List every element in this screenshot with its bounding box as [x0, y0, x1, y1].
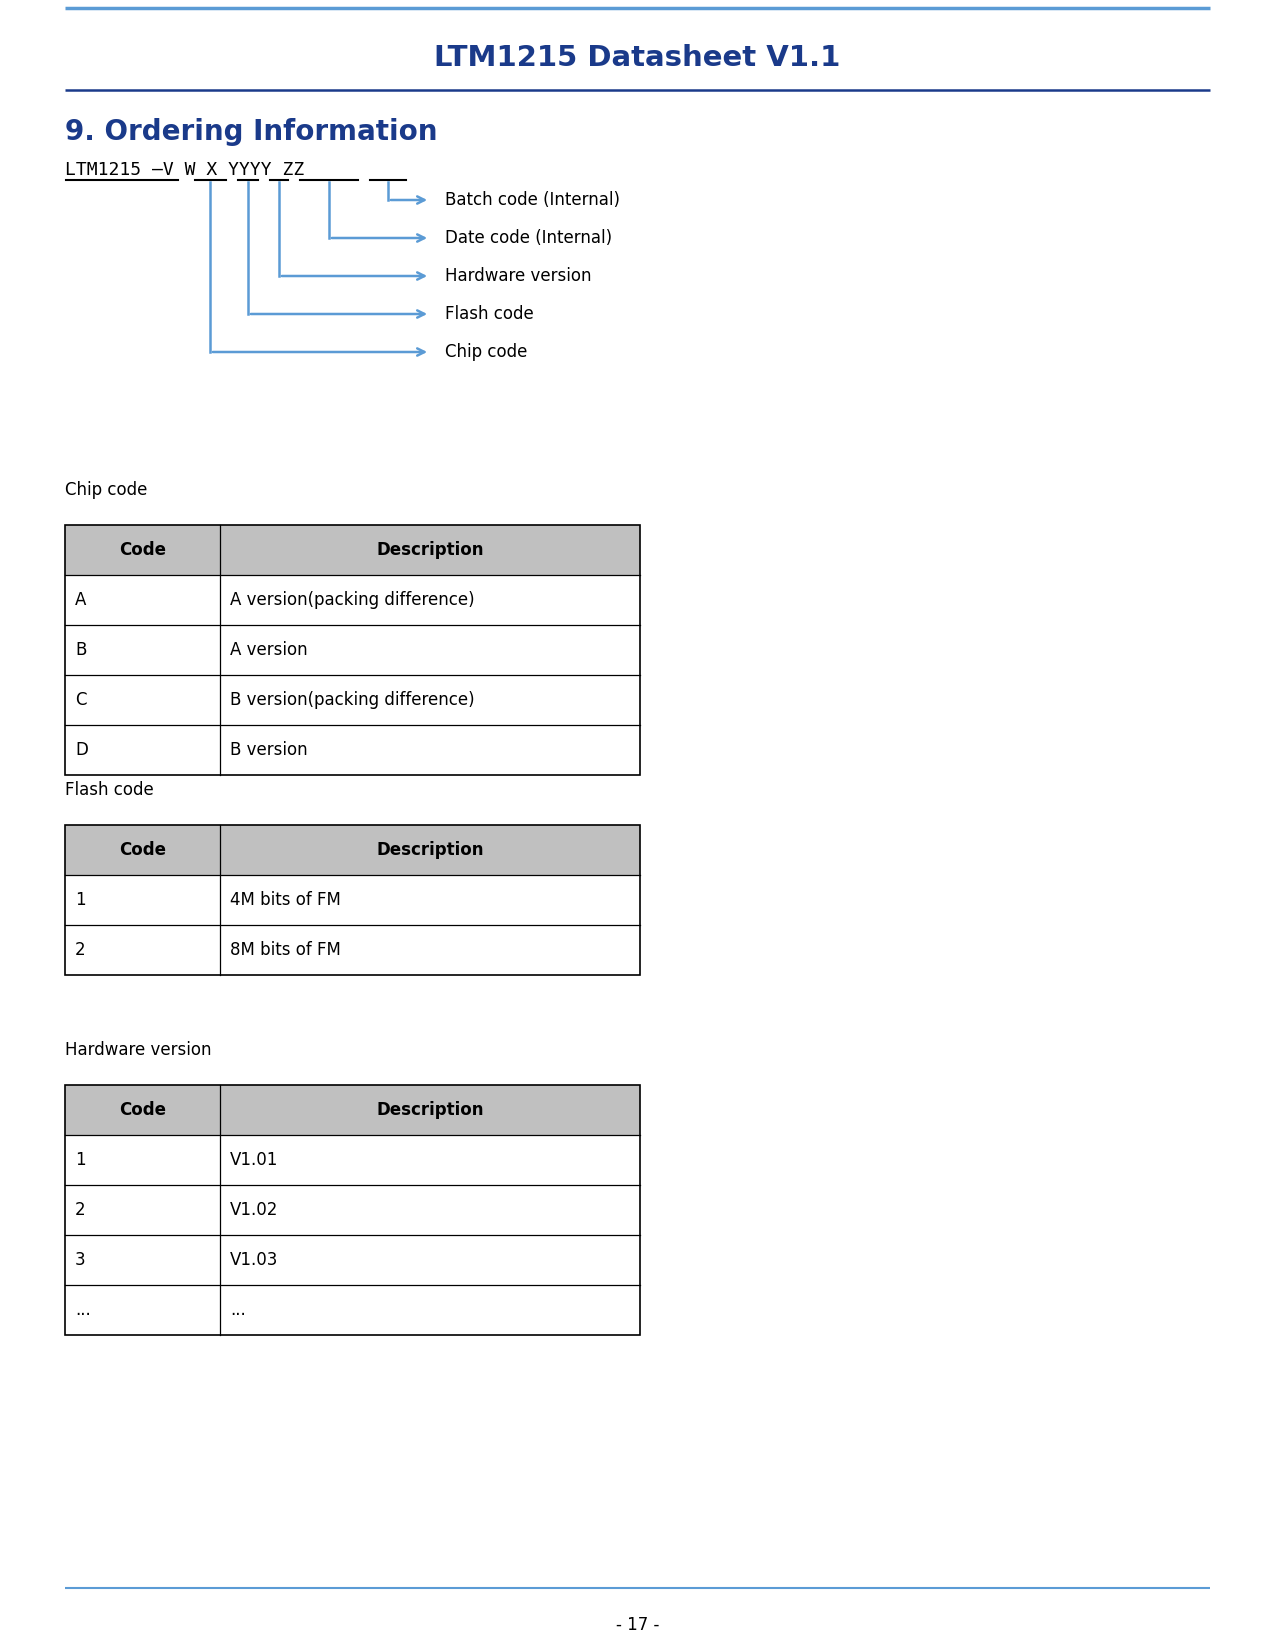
- Text: Hardware version: Hardware version: [65, 1042, 212, 1058]
- Text: A version(packing difference): A version(packing difference): [230, 591, 474, 609]
- Text: A: A: [75, 591, 87, 609]
- Text: C: C: [75, 692, 87, 708]
- Text: D: D: [75, 741, 88, 759]
- Text: LTM1215 –V W X YYYY ZZ: LTM1215 –V W X YYYY ZZ: [65, 162, 305, 178]
- Text: 2: 2: [75, 1200, 85, 1218]
- Text: Description: Description: [376, 840, 483, 859]
- Text: Flash code: Flash code: [445, 305, 534, 324]
- Text: 1: 1: [75, 892, 85, 910]
- Text: B version(packing difference): B version(packing difference): [230, 692, 474, 708]
- Bar: [65, 826, 640, 976]
- Text: Date code (Internal): Date code (Internal): [445, 229, 612, 248]
- Text: 1: 1: [75, 1151, 85, 1169]
- Text: Description: Description: [376, 542, 483, 560]
- Bar: [65, 1085, 640, 1336]
- Text: Flash code: Flash code: [65, 781, 154, 799]
- Text: V1.03: V1.03: [230, 1251, 278, 1270]
- Text: Code: Code: [119, 840, 166, 859]
- Text: LTM1215 Datasheet V1.1: LTM1215 Datasheet V1.1: [435, 45, 840, 73]
- Text: 4M bits of FM: 4M bits of FM: [230, 892, 340, 910]
- Text: Code: Code: [119, 1101, 166, 1119]
- Text: A version: A version: [230, 641, 307, 659]
- Bar: [65, 826, 640, 875]
- Text: Chip code: Chip code: [65, 480, 148, 499]
- Text: 9. Ordering Information: 9. Ordering Information: [65, 117, 437, 145]
- Text: 8M bits of FM: 8M bits of FM: [230, 941, 340, 959]
- Bar: [65, 1085, 640, 1134]
- Text: ...: ...: [230, 1301, 246, 1319]
- Text: B: B: [75, 641, 87, 659]
- Text: Chip code: Chip code: [445, 343, 528, 362]
- Text: 3: 3: [75, 1251, 85, 1270]
- Text: Code: Code: [119, 542, 166, 560]
- Text: V1.01: V1.01: [230, 1151, 278, 1169]
- Text: Description: Description: [376, 1101, 483, 1119]
- Text: Hardware version: Hardware version: [445, 267, 592, 286]
- Text: V1.02: V1.02: [230, 1200, 278, 1218]
- Bar: [65, 525, 640, 575]
- Bar: [65, 525, 640, 774]
- Text: ...: ...: [75, 1301, 91, 1319]
- Text: 2: 2: [75, 941, 85, 959]
- Text: Batch code (Internal): Batch code (Internal): [445, 192, 620, 210]
- Text: B version: B version: [230, 741, 307, 759]
- Text: - 17 -: - 17 -: [616, 1616, 659, 1634]
